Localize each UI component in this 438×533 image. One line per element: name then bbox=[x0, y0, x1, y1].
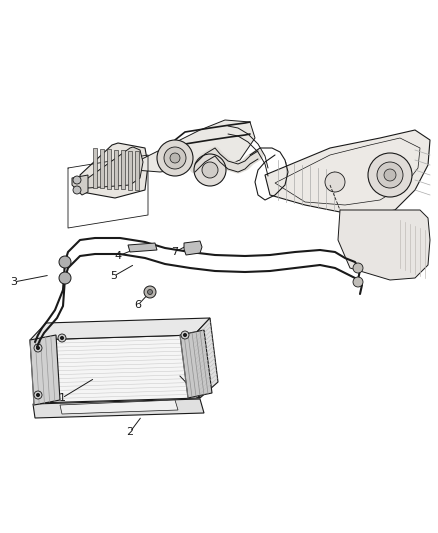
Circle shape bbox=[36, 346, 39, 350]
Text: 1: 1 bbox=[59, 393, 66, 403]
Polygon shape bbox=[184, 241, 202, 255]
Polygon shape bbox=[30, 318, 210, 340]
Text: 1: 1 bbox=[194, 390, 201, 400]
Circle shape bbox=[170, 153, 180, 163]
Text: 7: 7 bbox=[171, 247, 179, 257]
Circle shape bbox=[144, 286, 156, 298]
Polygon shape bbox=[33, 399, 204, 418]
Polygon shape bbox=[128, 150, 132, 190]
Circle shape bbox=[157, 140, 193, 176]
Circle shape bbox=[34, 391, 42, 399]
Circle shape bbox=[368, 153, 412, 197]
Circle shape bbox=[353, 263, 363, 273]
Polygon shape bbox=[135, 151, 139, 190]
Circle shape bbox=[184, 334, 187, 336]
Circle shape bbox=[353, 277, 363, 287]
Circle shape bbox=[202, 162, 218, 178]
Polygon shape bbox=[180, 330, 212, 398]
Circle shape bbox=[58, 334, 66, 342]
Polygon shape bbox=[72, 175, 88, 195]
Polygon shape bbox=[107, 149, 111, 189]
Text: 5: 5 bbox=[110, 271, 117, 281]
Polygon shape bbox=[194, 318, 218, 398]
Circle shape bbox=[73, 176, 81, 184]
Polygon shape bbox=[93, 148, 97, 188]
Polygon shape bbox=[80, 143, 148, 198]
Polygon shape bbox=[60, 400, 178, 414]
Polygon shape bbox=[85, 147, 143, 188]
Polygon shape bbox=[30, 335, 60, 405]
Polygon shape bbox=[100, 149, 104, 188]
Polygon shape bbox=[114, 149, 118, 189]
Circle shape bbox=[384, 169, 396, 181]
Circle shape bbox=[34, 344, 42, 352]
Circle shape bbox=[148, 289, 152, 295]
Polygon shape bbox=[30, 335, 200, 403]
Circle shape bbox=[194, 154, 226, 186]
Polygon shape bbox=[128, 243, 157, 252]
Text: 3: 3 bbox=[11, 277, 18, 287]
Circle shape bbox=[181, 331, 189, 339]
Circle shape bbox=[59, 256, 71, 268]
Polygon shape bbox=[121, 150, 125, 189]
Text: 2: 2 bbox=[127, 427, 134, 437]
Polygon shape bbox=[265, 130, 430, 215]
Text: 6: 6 bbox=[134, 300, 141, 310]
Circle shape bbox=[164, 147, 186, 169]
Polygon shape bbox=[130, 120, 255, 172]
Circle shape bbox=[73, 186, 81, 194]
Polygon shape bbox=[338, 210, 430, 280]
Circle shape bbox=[377, 162, 403, 188]
Circle shape bbox=[36, 393, 39, 397]
Circle shape bbox=[60, 336, 64, 340]
Text: 4: 4 bbox=[114, 251, 122, 261]
Circle shape bbox=[59, 272, 71, 284]
Circle shape bbox=[325, 172, 345, 192]
